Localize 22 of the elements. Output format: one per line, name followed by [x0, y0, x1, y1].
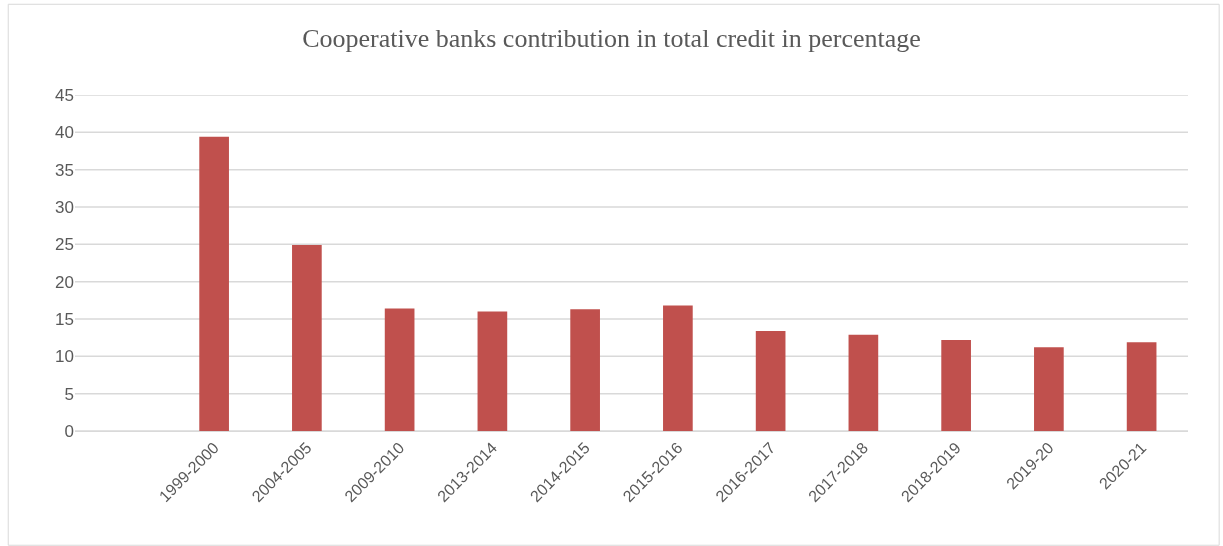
y-tick-label: 35 — [55, 160, 74, 180]
y-tick-label: 15 — [55, 309, 74, 329]
y-tick-label: 30 — [55, 197, 74, 217]
bar — [477, 311, 508, 431]
bar — [384, 308, 415, 431]
bar — [663, 305, 693, 431]
y-tick-label: 25 — [55, 235, 74, 255]
bar — [941, 339, 971, 431]
y-tick-label: 0 — [64, 421, 74, 441]
bar — [199, 136, 229, 431]
bar — [570, 309, 600, 431]
bar — [1126, 342, 1157, 431]
chart-title: Cooperative banks contribution in total credit in percentage — [302, 24, 921, 54]
y-tick-label: 10 — [55, 347, 74, 367]
bar — [1034, 347, 1064, 431]
y-tick-label: 40 — [55, 123, 74, 143]
y-tick-label: 20 — [55, 272, 74, 292]
bar — [848, 334, 879, 431]
bar — [292, 245, 322, 431]
y-tick-label: 45 — [55, 85, 74, 105]
bar — [755, 330, 786, 431]
y-tick-label: 5 — [64, 384, 74, 404]
